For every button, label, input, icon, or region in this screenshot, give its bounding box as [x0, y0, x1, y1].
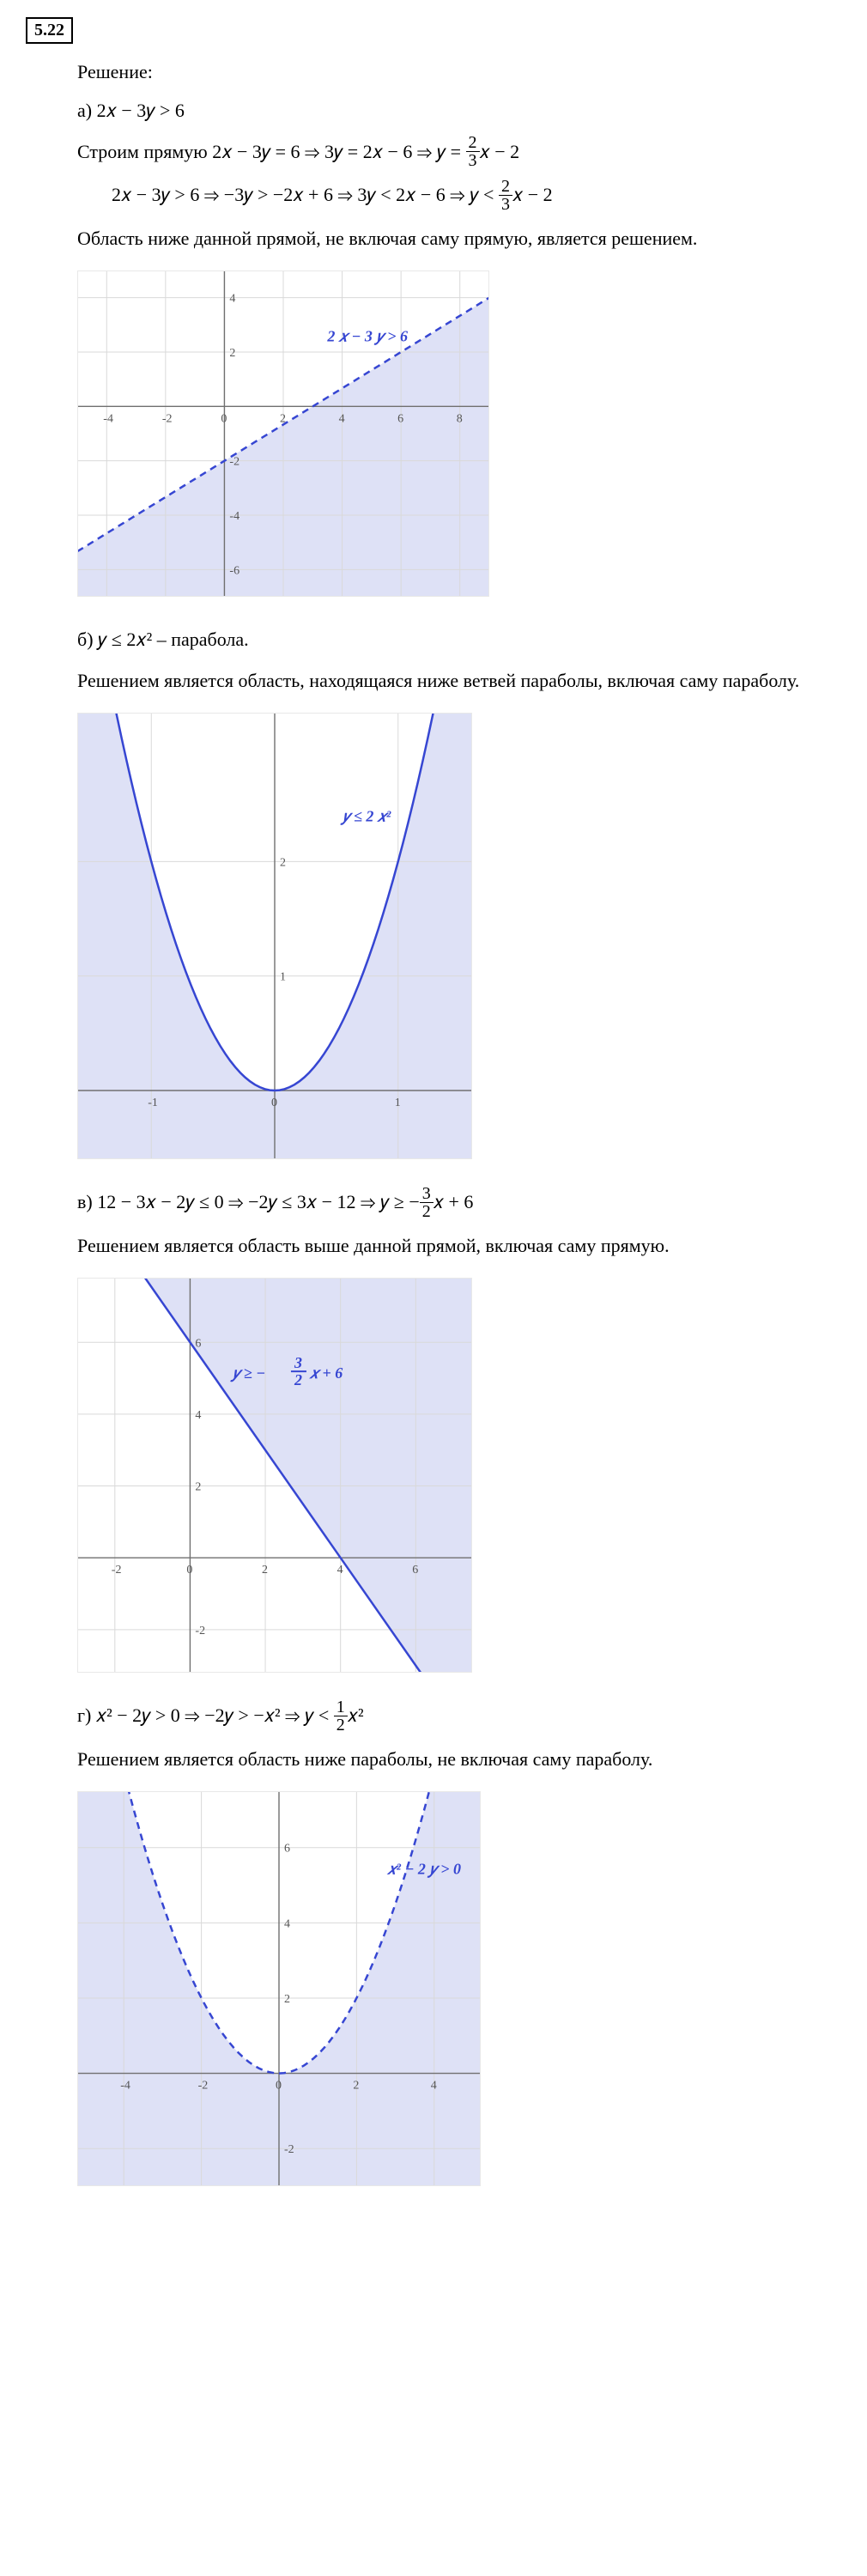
chart-a: -4-202468-6-4-2242 𝑥 − 3 𝑦 > 6 — [77, 270, 841, 597]
part-a-label: а) 2𝑥 − 3𝑦 > 6 — [77, 94, 841, 128]
part-b-desc: Решением является область, находящаяся н… — [77, 664, 841, 698]
svg-text:4: 4 — [284, 1918, 290, 1931]
chart-g: -4 -2 0 2 4 -2 2 4 6 𝑥² − 2 𝑦 > 0 — [77, 1791, 841, 2186]
part-b-label: б) 𝑦 ≤ 2𝑥² – парабола. — [77, 623, 841, 657]
svg-text:2: 2 — [262, 1564, 268, 1577]
svg-text:𝑦 ≤ 2 𝑥²: 𝑦 ≤ 2 𝑥² — [340, 808, 391, 826]
denominator: 3 — [499, 196, 512, 213]
svg-text:-4: -4 — [229, 510, 239, 523]
numerator: 3 — [420, 1185, 434, 1203]
svg-text:4: 4 — [431, 2080, 437, 2093]
problem-number: 5.22 — [26, 17, 73, 44]
svg-text:0: 0 — [221, 412, 227, 425]
part-v-label: в) 12 − 3𝑥 − 2𝑦 ≤ 0 ⇒ −2𝑦 ≤ 3𝑥 − 12 ⇒ 𝑦 … — [77, 1185, 841, 1221]
fraction: 32 — [420, 1185, 434, 1220]
text: г) 𝑥² − 2𝑦 > 0 ⇒ −2𝑦 > −𝑥² ⇒ 𝑦 < — [77, 1704, 334, 1726]
fraction: 12 — [334, 1698, 348, 1734]
part-a-line2: 2𝑥 − 3𝑦 > 6 ⇒ −3𝑦 > −2𝑥 + 6 ⇒ 3𝑦 < 2𝑥 − … — [112, 178, 841, 214]
svg-text:-2: -2 — [112, 1564, 122, 1577]
svg-text:-2: -2 — [284, 2144, 294, 2157]
svg-text:-2: -2 — [229, 456, 239, 469]
text: 𝑥 − 2 — [512, 184, 553, 205]
text: 𝑥 − 2 — [480, 141, 520, 162]
text: 𝑥 + 6 — [434, 1191, 474, 1212]
svg-text:2: 2 — [294, 1371, 302, 1388]
fraction: 23 — [499, 178, 512, 213]
text: в) 12 − 3𝑥 − 2𝑦 ≤ 0 ⇒ −2𝑦 ≤ 3𝑥 − 12 ⇒ 𝑦 … — [77, 1191, 420, 1212]
text: 𝑥² — [348, 1704, 364, 1726]
denominator: 2 — [334, 1716, 348, 1734]
svg-text:0: 0 — [186, 1564, 192, 1577]
text: 2𝑥 − 3𝑦 > 6 ⇒ −3𝑦 > −2𝑥 + 6 ⇒ 3𝑦 < 2𝑥 − … — [112, 184, 499, 205]
svg-text:𝑦 ≥ −: 𝑦 ≥ − — [230, 1364, 265, 1382]
svg-text:6: 6 — [397, 412, 403, 425]
chart-v: -20246-2246𝑦 ≥ −32 𝑥 + 6 — [77, 1278, 841, 1673]
svg-text:4: 4 — [339, 412, 345, 425]
svg-text:2: 2 — [195, 1481, 201, 1494]
svg-text:-2: -2 — [162, 412, 173, 425]
svg-text:3: 3 — [294, 1354, 302, 1371]
svg-text:4: 4 — [337, 1564, 343, 1577]
numerator: 2 — [466, 134, 480, 152]
text: Строим прямую 2𝑥 − 3𝑦 = 6 ⇒ 3𝑦 = 2𝑥 − 6 … — [77, 141, 466, 162]
svg-text:0: 0 — [271, 1097, 277, 1109]
svg-text:2: 2 — [229, 347, 235, 360]
svg-text:6: 6 — [284, 1843, 290, 1856]
svg-text:1: 1 — [280, 971, 286, 984]
svg-text:-4: -4 — [120, 2080, 130, 2093]
numerator: 2 — [499, 178, 512, 196]
svg-text:𝑥² − 2 𝑦 > 0: 𝑥² − 2 𝑦 > 0 — [387, 1861, 462, 1879]
svg-text:4: 4 — [229, 293, 235, 306]
svg-text:8: 8 — [457, 412, 463, 425]
svg-text:0: 0 — [276, 2080, 282, 2093]
svg-text:2: 2 — [280, 857, 286, 870]
svg-text:2: 2 — [284, 1993, 290, 2006]
svg-text:2 𝑥 − 3 𝑦 > 6: 2 𝑥 − 3 𝑦 > 6 — [326, 327, 408, 345]
svg-text:2: 2 — [353, 2080, 359, 2093]
svg-text:-4: -4 — [103, 412, 113, 425]
fraction: 23 — [466, 134, 480, 169]
part-g-label: г) 𝑥² − 2𝑦 > 0 ⇒ −2𝑦 > −𝑥² ⇒ 𝑦 < 12𝑥² — [77, 1698, 841, 1735]
denominator: 2 — [420, 1203, 434, 1220]
solution-label: Решение: — [77, 61, 841, 83]
svg-text:𝑥 + 6: 𝑥 + 6 — [309, 1364, 343, 1382]
svg-text:-2: -2 — [195, 1625, 205, 1637]
part-g-desc: Решением является область ниже параболы,… — [77, 1742, 841, 1777]
svg-text:-1: -1 — [148, 1097, 158, 1109]
svg-text:4: 4 — [195, 1409, 201, 1422]
denominator: 3 — [466, 152, 480, 169]
solution-content: Решение: а) 2𝑥 − 3𝑦 > 6 Строим прямую 2𝑥… — [77, 61, 841, 2186]
svg-text:-6: -6 — [229, 564, 239, 577]
svg-text:1: 1 — [395, 1097, 401, 1109]
svg-text:6: 6 — [195, 1338, 201, 1351]
chart-b: -1 0 1 1 2 𝑦 ≤ 2 𝑥² — [77, 713, 841, 1159]
part-a-line1: Строим прямую 2𝑥 − 3𝑦 = 6 ⇒ 3𝑦 = 2𝑥 − 6 … — [77, 135, 841, 171]
part-a-desc: Область ниже данной прямой, не включая с… — [77, 222, 841, 256]
svg-text:6: 6 — [412, 1564, 418, 1577]
numerator: 1 — [334, 1698, 348, 1716]
part-v-desc: Решением является область выше данной пр… — [77, 1229, 841, 1263]
svg-text:-2: -2 — [198, 2080, 209, 2093]
